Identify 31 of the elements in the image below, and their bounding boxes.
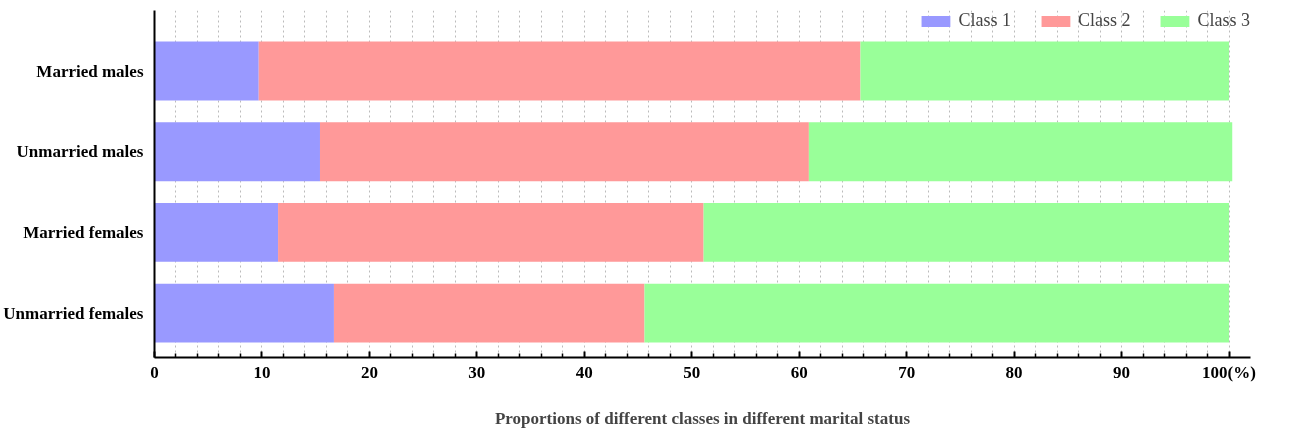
bar xyxy=(154,122,320,182)
bar xyxy=(154,202,279,262)
y-tick-label: Married males xyxy=(36,61,144,81)
x-tick-label: 0 xyxy=(150,362,159,382)
x-tick-label: 70 xyxy=(898,362,916,382)
bar xyxy=(860,41,1230,101)
y-tick-label: Unmarried males xyxy=(16,142,144,162)
bar xyxy=(258,41,861,101)
x-tick-label: 40 xyxy=(575,362,593,382)
bar xyxy=(154,283,334,343)
x-tick-label: 30 xyxy=(468,362,486,382)
x-tick-label: 100(%) xyxy=(1202,362,1256,382)
x-tick-label: 50 xyxy=(683,362,701,382)
x-axis-title: Proportions of different classes in different marital status xyxy=(494,408,911,428)
legend-label: Class 2 xyxy=(1077,10,1131,31)
y-tick-label: Married females xyxy=(23,222,144,242)
bar xyxy=(278,202,704,262)
x-tick-label: 10 xyxy=(253,362,271,382)
y-tick-label: Unmarried females xyxy=(3,303,144,323)
bar xyxy=(808,122,1233,182)
x-tick-label: 90 xyxy=(1113,362,1131,382)
bar xyxy=(154,41,259,101)
x-tick-label: 80 xyxy=(1005,362,1023,382)
bar xyxy=(703,202,1230,262)
bar xyxy=(333,283,645,343)
x-tick-label: 60 xyxy=(790,362,808,382)
bar xyxy=(644,283,1230,343)
legend-label: Class 3 xyxy=(1197,10,1250,31)
legend-label: Class 1 xyxy=(958,10,1011,31)
bar xyxy=(319,122,809,182)
x-tick-label: 20 xyxy=(360,362,378,382)
